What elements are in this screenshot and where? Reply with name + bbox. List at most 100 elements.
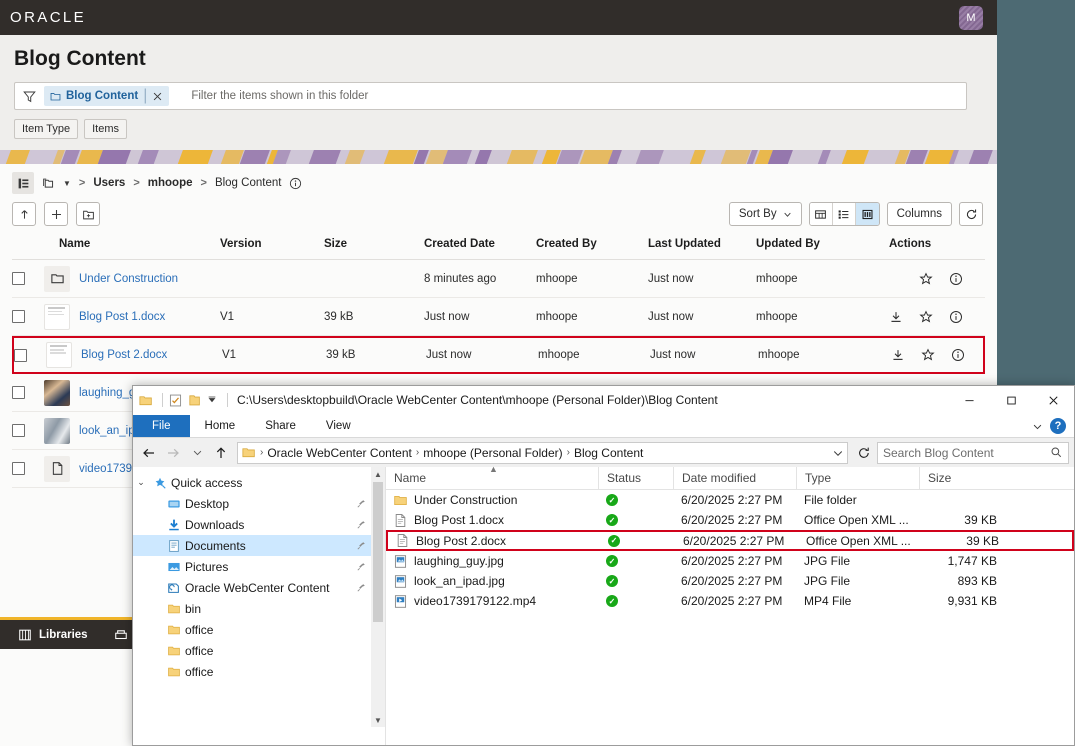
minimize-icon[interactable]: [948, 386, 990, 414]
star-icon[interactable]: [919, 310, 933, 324]
breadcrumb-item-blog-content[interactable]: Blog Content: [214, 177, 282, 189]
file-name-link[interactable]: Under Construction: [79, 272, 179, 285]
file-name-link[interactable]: Blog Post 1.docx: [79, 310, 166, 323]
help-button[interactable]: ?: [1050, 418, 1066, 434]
download-icon[interactable]: [889, 310, 903, 324]
chevron-down-icon[interactable]: ⌄: [137, 477, 145, 487]
column-header-name[interactable]: Name: [394, 471, 427, 485]
tree-item-pictures[interactable]: Pictures: [133, 556, 385, 577]
close-icon[interactable]: [1032, 386, 1074, 414]
star-icon[interactable]: [919, 272, 933, 286]
tree-item-bin[interactable]: bin: [133, 598, 385, 619]
tree-item-documents[interactable]: Documents: [133, 535, 385, 556]
table-row[interactable]: Blog Post 2.docx V1 39 kB Just now mhoope Jus…: [12, 336, 985, 374]
file-list-row[interactable]: Blog Post 2.docx ✓ 6/20/2025 2:27 PM Office…: [386, 530, 1074, 551]
breadcrumb-item-users[interactable]: Users: [93, 177, 126, 189]
close-icon[interactable]: [152, 91, 163, 102]
search-input[interactable]: Search Blog Content: [877, 441, 1069, 464]
download-icon[interactable]: [891, 348, 905, 362]
column-header-size[interactable]: Size: [919, 466, 1009, 490]
scrollbar-thumb[interactable]: [373, 482, 383, 622]
file-list-row[interactable]: video1739179122.mp4 ✓ 6/20/2025 2:27 PM MP4…: [386, 591, 1074, 611]
info-icon[interactable]: [949, 310, 963, 324]
tree-item-oracle-webcenter-content[interactable]: Oracle WebCenter Content: [133, 577, 385, 598]
tree-item-quick-access[interactable]: ⌄ Quick access: [133, 472, 385, 493]
row-checkbox[interactable]: [12, 462, 25, 475]
customize-chevron-icon[interactable]: [206, 394, 218, 406]
tab-file[interactable]: File: [133, 415, 190, 437]
search-icon[interactable]: [1050, 446, 1063, 459]
column-header-last-updated[interactable]: Last Updated: [648, 238, 721, 250]
tab-view[interactable]: View: [325, 420, 351, 432]
scroll-down-arrow-icon[interactable]: ▼: [374, 715, 382, 725]
recent-locations-chevron-icon[interactable]: [186, 442, 208, 464]
table-row[interactable]: Under Construction 8 minutes ago mhoope Jus…: [12, 260, 985, 298]
scroll-up-arrow-icon[interactable]: ▲: [374, 469, 382, 479]
address-crumb-mhoope[interactable]: mhoope (Personal Folder): [423, 445, 563, 460]
chevron-down-icon[interactable]: [1032, 421, 1043, 432]
library-icon[interactable]: [12, 172, 34, 194]
folder-icon[interactable]: [138, 393, 153, 408]
tree-item-desktop[interactable]: Desktop: [133, 493, 385, 514]
file-list-row[interactable]: Blog Post 1.docx ✓ 6/20/2025 2:27 PM Office…: [386, 510, 1074, 530]
refresh-icon[interactable]: [853, 442, 875, 464]
footer-item-libraries[interactable]: Libraries: [18, 628, 88, 642]
facet-item-type[interactable]: Item Type: [14, 119, 79, 139]
info-icon[interactable]: [949, 272, 963, 286]
column-header-status[interactable]: Status: [598, 466, 673, 490]
facet-items[interactable]: Items: [84, 119, 128, 139]
folder-copy-icon[interactable]: [42, 177, 55, 190]
table-row[interactable]: Blog Post 1.docx V1 39 kB Just now mhoope Jus…: [12, 298, 985, 336]
tab-home[interactable]: Home: [204, 420, 236, 432]
column-view-icon[interactable]: [855, 203, 879, 225]
row-checkbox[interactable]: [12, 386, 25, 399]
columns-button[interactable]: Columns: [886, 202, 952, 226]
new-folder-icon[interactable]: [76, 202, 100, 226]
filter-bar[interactable]: Blog Content | Filter the items shown in…: [14, 82, 967, 110]
sort-by-button[interactable]: Sort By: [728, 202, 802, 226]
avatar[interactable]: M: [959, 5, 983, 30]
tree-item-downloads[interactable]: Downloads: [133, 514, 385, 535]
grid-view-icon[interactable]: [809, 203, 833, 225]
column-header-updated-by[interactable]: Updated By: [756, 238, 820, 250]
filter-input-placeholder[interactable]: Filter the items shown in this folder: [191, 90, 369, 102]
address-bar[interactable]: › Oracle WebCenter Content › mhoope (Per…: [237, 441, 848, 464]
column-header-type[interactable]: Type: [796, 466, 919, 490]
column-header-size[interactable]: Size: [324, 238, 348, 250]
properties-icon[interactable]: [168, 393, 183, 408]
refresh-icon[interactable]: [959, 202, 983, 226]
column-header-created-date[interactable]: Created Date: [424, 238, 495, 250]
address-crumb-blog-content[interactable]: Blog Content: [573, 445, 644, 460]
row-checkbox[interactable]: [12, 424, 25, 437]
column-header-date-modified[interactable]: Date modified: [673, 466, 796, 490]
info-icon[interactable]: [289, 177, 302, 190]
row-checkbox[interactable]: [12, 272, 25, 285]
row-checkbox[interactable]: [14, 348, 27, 362]
navigation-pane-scrollbar[interactable]: ▲ ▼: [371, 467, 385, 727]
plus-icon[interactable]: [44, 202, 68, 226]
breadcrumb-item-mhoope[interactable]: mhoope: [147, 177, 193, 189]
tree-item-office[interactable]: office: [133, 640, 385, 661]
info-icon[interactable]: [951, 348, 965, 362]
column-header-name[interactable]: Name: [59, 238, 91, 250]
file-name-link[interactable]: Blog Post 2.docx: [81, 349, 168, 361]
list-view-icon[interactable]: [832, 203, 856, 225]
address-crumb-webcenter[interactable]: Oracle WebCenter Content: [267, 445, 412, 460]
column-header-version[interactable]: Version: [220, 238, 262, 250]
file-list-row[interactable]: Under Construction ✓ 6/20/2025 2:27 PM File…: [386, 490, 1074, 510]
filter-chip-blog-content[interactable]: Blog Content |: [44, 86, 170, 106]
tree-item-office[interactable]: office: [133, 661, 385, 682]
arrow-up-icon[interactable]: [210, 442, 232, 464]
file-list-row[interactable]: laughing_guy.jpg ✓ 6/20/2025 2:27 PM JPG Fi…: [386, 551, 1074, 571]
chevron-down-icon[interactable]: [832, 447, 844, 459]
arrow-left-icon[interactable]: [138, 442, 160, 464]
chevron-down-icon[interactable]: ▼: [63, 178, 71, 188]
column-header-created-by[interactable]: Created By: [536, 238, 597, 250]
upload-icon[interactable]: [12, 202, 36, 226]
maximize-icon[interactable]: [990, 386, 1032, 414]
tab-share[interactable]: Share: [265, 420, 296, 432]
arrow-right-icon[interactable]: [162, 442, 184, 464]
file-list-row[interactable]: look_an_ipad.jpg ✓ 6/20/2025 2:27 PM JPG Fi…: [386, 571, 1074, 591]
star-icon[interactable]: [921, 348, 935, 362]
row-checkbox[interactable]: [12, 310, 25, 323]
